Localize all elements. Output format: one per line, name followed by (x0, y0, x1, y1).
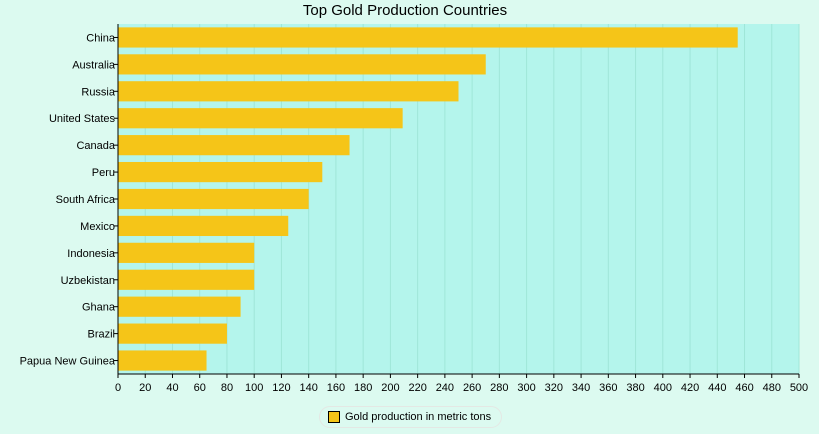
bar-uzbekistan (118, 269, 255, 290)
x-tick-label: 420 (681, 382, 699, 394)
x-tick-label: 200 (381, 382, 399, 394)
bar-mexico (118, 215, 289, 237)
x-tick-label: 180 (354, 382, 372, 394)
category-label: South Africa (56, 194, 116, 206)
x-tick-label: 240 (436, 382, 454, 394)
axes (114, 24, 800, 378)
x-tick-label: 120 (272, 382, 290, 394)
bar-united-states (118, 108, 403, 129)
chart-title: Top Gold Production Countries (303, 2, 507, 19)
legend-label: Gold production in metric tons (345, 411, 492, 423)
category-label: United States (49, 113, 116, 125)
x-tick-label: 80 (221, 382, 233, 394)
x-tick-label: 340 (572, 382, 590, 394)
bar-papua-new-guinea (118, 350, 207, 371)
bar-ghana (118, 296, 241, 317)
x-tick-label: 500 (790, 382, 808, 394)
x-tick-label: 0 (115, 382, 121, 394)
bar-indonesia (118, 242, 255, 263)
bars (118, 27, 738, 371)
x-tick-label: 440 (708, 382, 726, 394)
bar-australia (118, 54, 486, 75)
x-tick-label: 380 (626, 382, 644, 394)
x-tick-label: 320 (545, 382, 563, 394)
category-label: Peru (92, 167, 115, 179)
x-tick-label: 400 (654, 382, 672, 394)
x-tick-label: 100 (245, 382, 263, 394)
x-tick-labels: 0 20 40 60 80 100 120 140 160 180 200 220 240 260 280 3… (115, 382, 808, 394)
x-tick-label: 280 (490, 382, 508, 394)
bar-china (118, 27, 738, 48)
x-tick-label: 160 (327, 382, 345, 394)
x-tick-label: 60 (194, 382, 206, 394)
category-label: Russia (81, 86, 116, 98)
category-label: Mexico (80, 221, 115, 233)
bar-south-africa (118, 188, 309, 210)
category-label: China (86, 32, 116, 44)
bar-brazil (118, 323, 227, 344)
x-tick-label: 220 (408, 382, 426, 394)
category-label: Ghana (82, 302, 116, 314)
x-tick-label: 20 (139, 382, 151, 394)
x-tick-label: 360 (599, 382, 617, 394)
category-labels: China Australia Russia United States Canada P… (20, 32, 116, 367)
bar-peru (118, 161, 323, 183)
x-tick-label: 260 (463, 382, 481, 394)
legend-swatch (328, 411, 340, 423)
chart-legend: Gold production in metric tons (319, 406, 503, 428)
bar-russia (118, 81, 459, 102)
x-tick-label: 140 (300, 382, 318, 394)
category-label: Brazil (87, 329, 115, 341)
category-label: Canada (76, 140, 115, 152)
x-tick-label: 460 (735, 382, 753, 394)
category-label: Australia (72, 59, 116, 71)
category-label: Uzbekistan (61, 275, 115, 287)
category-label: Indonesia (67, 248, 116, 260)
category-label: Papua New Guinea (20, 356, 116, 368)
x-tick-label: 480 (763, 382, 781, 394)
x-tick-label: 40 (166, 382, 178, 394)
x-tick-label: 300 (517, 382, 535, 394)
bar-canada (118, 135, 350, 156)
